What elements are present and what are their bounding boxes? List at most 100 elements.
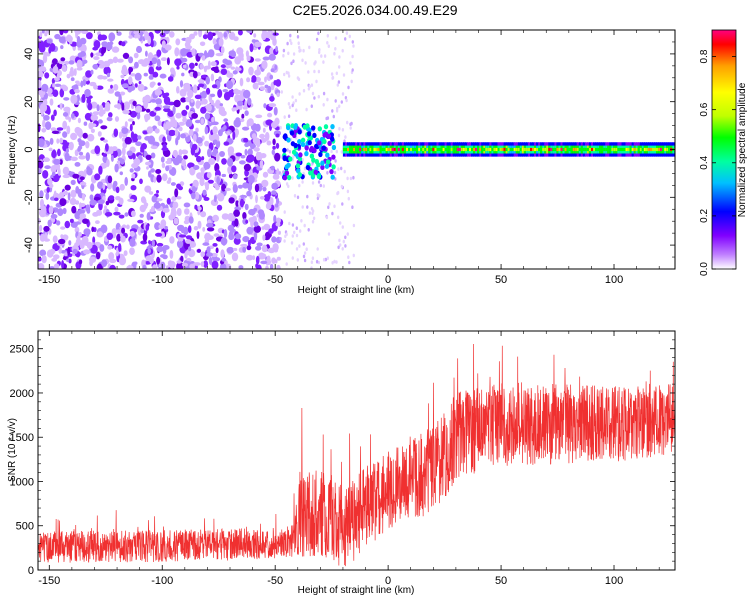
spectrogram-cell bbox=[201, 98, 208, 105]
spectrogram-cell bbox=[121, 83, 129, 89]
spectrogram-cell bbox=[52, 149, 57, 159]
spectrogram-cell bbox=[52, 174, 60, 183]
spectrogram-cell bbox=[550, 147, 554, 152]
spectrogram-cell bbox=[262, 234, 266, 241]
spectrogram-cell bbox=[73, 68, 77, 76]
spectrogram-cell bbox=[178, 234, 187, 238]
colorbar-tick-label: 0.4 bbox=[699, 155, 710, 169]
spectrogram-cell bbox=[301, 205, 304, 209]
spectrogram-cell bbox=[142, 233, 148, 242]
spectrogram-cell bbox=[123, 250, 128, 256]
spectrogram-cell bbox=[176, 262, 184, 269]
spectrogram-cell bbox=[245, 50, 249, 58]
spectrogram-cell bbox=[291, 234, 294, 238]
spectrogram-cell bbox=[134, 61, 139, 69]
spectrogram-cell bbox=[283, 115, 286, 119]
spectrogram-cell bbox=[81, 93, 86, 103]
spectrogram-cell bbox=[175, 112, 182, 119]
spectrogram-cell bbox=[242, 106, 247, 110]
spectrogram-cell bbox=[74, 149, 79, 157]
spectrogram-cell bbox=[244, 203, 249, 211]
spectrogram-cell bbox=[156, 242, 164, 247]
spectrogram-cell bbox=[159, 231, 165, 239]
x-tick-label: -100 bbox=[151, 575, 173, 587]
spectrogram-cell bbox=[43, 114, 50, 121]
spectrogram-cell bbox=[70, 66, 74, 73]
spectrogram-cell bbox=[62, 131, 68, 138]
spectrogram-cell bbox=[63, 97, 70, 101]
spectrogram-cell bbox=[283, 239, 286, 243]
spectrogram-cell bbox=[287, 102, 291, 106]
spectrogram-cell bbox=[85, 70, 93, 78]
spectrogram-cell bbox=[334, 159, 337, 163]
spectrogram-cell bbox=[282, 170, 285, 174]
spectrogram-cell bbox=[190, 146, 196, 156]
spectrogram-cell bbox=[562, 147, 566, 152]
spectrogram-cell bbox=[124, 176, 128, 186]
spectrogram-cell bbox=[221, 238, 227, 246]
spectrogram-cell bbox=[146, 212, 151, 221]
spectrogram-frame bbox=[37, 29, 676, 270]
spectrogram-cell bbox=[262, 30, 267, 36]
spectrogram-cell bbox=[212, 183, 219, 187]
spectrogram-cell bbox=[64, 220, 71, 229]
spectrogram-cell bbox=[176, 196, 182, 200]
spectrogram-cell bbox=[327, 44, 330, 48]
spectrogram-cell bbox=[176, 65, 180, 70]
spectrogram-cell bbox=[137, 226, 143, 236]
spectrogram-cell bbox=[331, 154, 336, 160]
spectrogram-cell bbox=[230, 66, 235, 70]
spectrogram-cell bbox=[184, 208, 190, 215]
x-tick-label: 50 bbox=[495, 274, 507, 286]
spectrogram-cell bbox=[216, 204, 223, 211]
spectrogram-cell bbox=[298, 183, 301, 188]
spectrogram-cell bbox=[255, 245, 262, 251]
spectrogram-cell bbox=[210, 61, 217, 67]
spectrogram-cell bbox=[658, 147, 662, 152]
spectrogram-cell bbox=[272, 32, 279, 36]
spectrogram-cell bbox=[344, 135, 347, 139]
spectrogram-cell bbox=[259, 159, 264, 169]
spectrogram-cell bbox=[177, 233, 181, 242]
spectrogram-cell bbox=[116, 103, 121, 110]
spectrogram-cell bbox=[54, 83, 62, 88]
spectrogram-cell bbox=[263, 103, 267, 109]
spectrogram-cell bbox=[317, 31, 320, 36]
spectrogram-cell bbox=[143, 198, 147, 205]
spectrogram-cell bbox=[155, 98, 162, 105]
spectrogram-cell bbox=[219, 103, 223, 107]
spectrogram-cell bbox=[170, 210, 176, 220]
spectrogram-cell bbox=[580, 147, 584, 152]
spectrogram-cell bbox=[330, 174, 335, 180]
spectrogram-cell bbox=[291, 149, 297, 155]
spectrogram-cell bbox=[323, 54, 327, 58]
spectrogram-cell bbox=[86, 241, 93, 249]
spectrogram-cell bbox=[275, 133, 280, 138]
spectrogram-cell bbox=[68, 258, 72, 264]
spectrogram-cell bbox=[323, 131, 329, 137]
spectrogram-cell bbox=[200, 118, 205, 125]
spectrogram-cell bbox=[102, 153, 108, 157]
spectrogram-cell bbox=[469, 147, 473, 152]
spectrogram-cell bbox=[304, 145, 309, 151]
spectrogram-cell bbox=[420, 147, 424, 152]
spectrogram-cell bbox=[296, 195, 300, 200]
snr-y-ticks: 0 500 1000 1500 2000 2500 bbox=[10, 339, 675, 577]
spectrogram-cell bbox=[176, 208, 182, 216]
spectrogram-cell bbox=[643, 147, 647, 152]
spectrogram-cell bbox=[110, 154, 114, 162]
spectrogram-cell bbox=[327, 140, 332, 146]
spectrogram-cell bbox=[324, 257, 327, 262]
spectrogram-cell bbox=[96, 231, 104, 238]
spectrogram-cell bbox=[193, 262, 201, 266]
spectrogram-cell bbox=[92, 236, 96, 244]
spectrogram-cell bbox=[493, 147, 497, 152]
spectrogram-cell bbox=[84, 89, 91, 97]
spectrogram-cell bbox=[114, 206, 119, 213]
spectrogram-cell bbox=[267, 85, 272, 94]
spectrogram-cell bbox=[317, 260, 321, 265]
spectrogram-cell bbox=[144, 31, 149, 41]
spectrogram-cell bbox=[208, 60, 211, 68]
spectrogram-cell bbox=[611, 147, 615, 152]
